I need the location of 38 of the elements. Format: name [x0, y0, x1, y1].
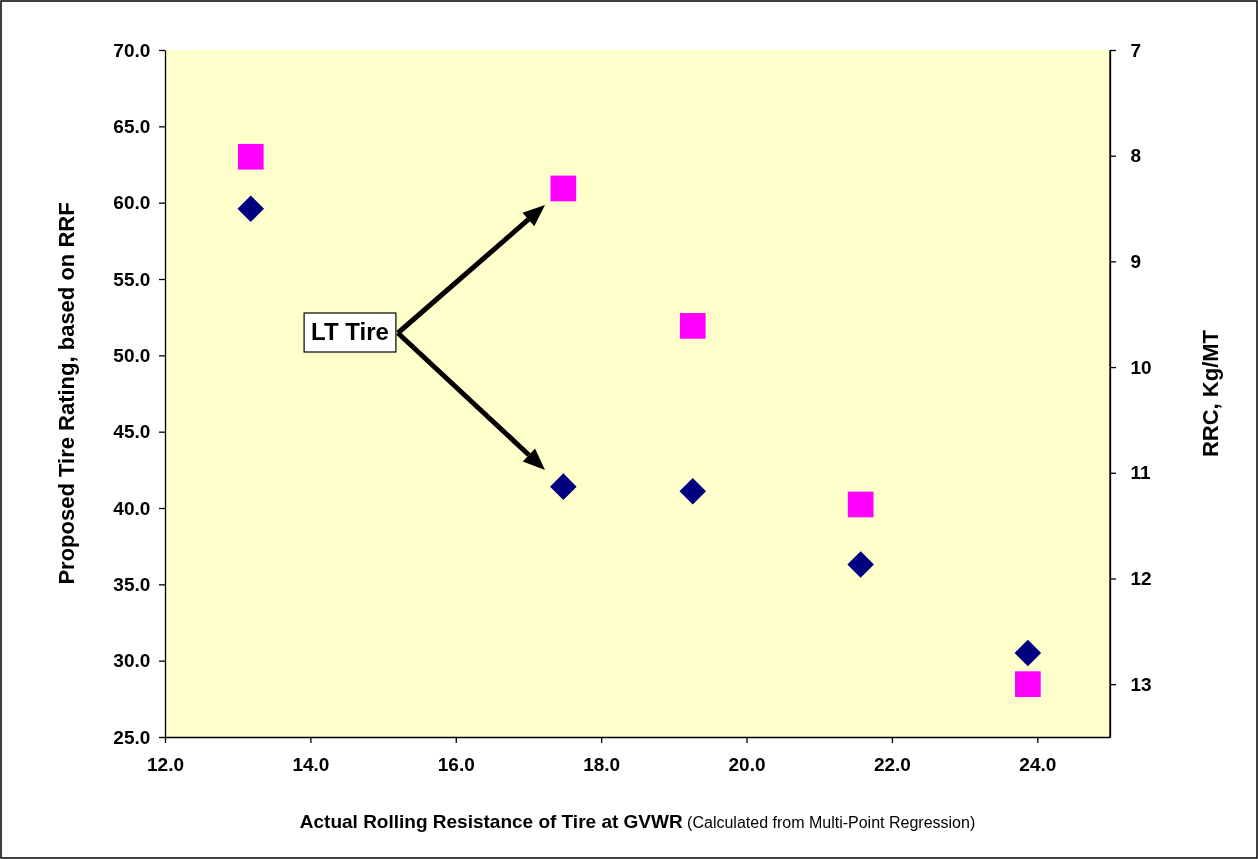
y-tick-label: 30.0 — [113, 650, 151, 672]
y2-tick-label: 9 — [1130, 250, 1141, 272]
x-tick-label: 20.0 — [728, 753, 766, 775]
point — [1015, 671, 1041, 697]
point — [847, 551, 874, 578]
y-tick-label: 55.0 — [113, 268, 151, 290]
y2-tick-label: 11 — [1130, 462, 1151, 484]
y-tick-label: 40.0 — [113, 497, 151, 519]
y-tick-label: 35.0 — [113, 573, 151, 595]
x-axis-title: Actual Rolling Resistance of Tire at GVWR (Calculated from Multi-Point Regression) — [299, 811, 976, 832]
x-tick-label: 16.0 — [437, 753, 475, 775]
y2-tick-label: 8 — [1130, 145, 1141, 167]
x-tick-label: 24.0 — [1019, 753, 1057, 775]
point — [679, 313, 706, 339]
x-tick-label: 12.0 — [147, 753, 184, 775]
y-tick-label: 70.0 — [113, 39, 151, 61]
y-tick-label: 25.0 — [113, 726, 151, 748]
point — [237, 195, 265, 223]
y2-tick-label: 7 — [1130, 39, 1141, 61]
x-tick-label: 14.0 — [292, 753, 330, 775]
y-tick-label: 45.0 — [113, 421, 151, 443]
x-tick-label: 22.0 — [873, 753, 911, 775]
point — [847, 491, 874, 518]
point — [1014, 639, 1042, 667]
point — [237, 143, 264, 170]
y2-tick-label: 13 — [1130, 673, 1152, 695]
y2-axis-title: RRC, Kg/MT — [1198, 329, 1223, 458]
point — [550, 473, 577, 500]
annotation: LT Tire — [311, 318, 389, 345]
point — [679, 477, 707, 505]
y-tick-label: 60.0 — [113, 192, 151, 214]
x-tick-label: 18.0 — [583, 753, 621, 775]
y2-tick-label: 12 — [1130, 568, 1152, 590]
y-tick-label: 50.0 — [113, 344, 151, 366]
point — [550, 175, 577, 202]
y-tick-label: 65.0 — [113, 115, 151, 137]
y2-tick-label: 10 — [1130, 356, 1152, 378]
y-axis-title: Proposed Tire Rating, based on RRF — [54, 202, 79, 585]
